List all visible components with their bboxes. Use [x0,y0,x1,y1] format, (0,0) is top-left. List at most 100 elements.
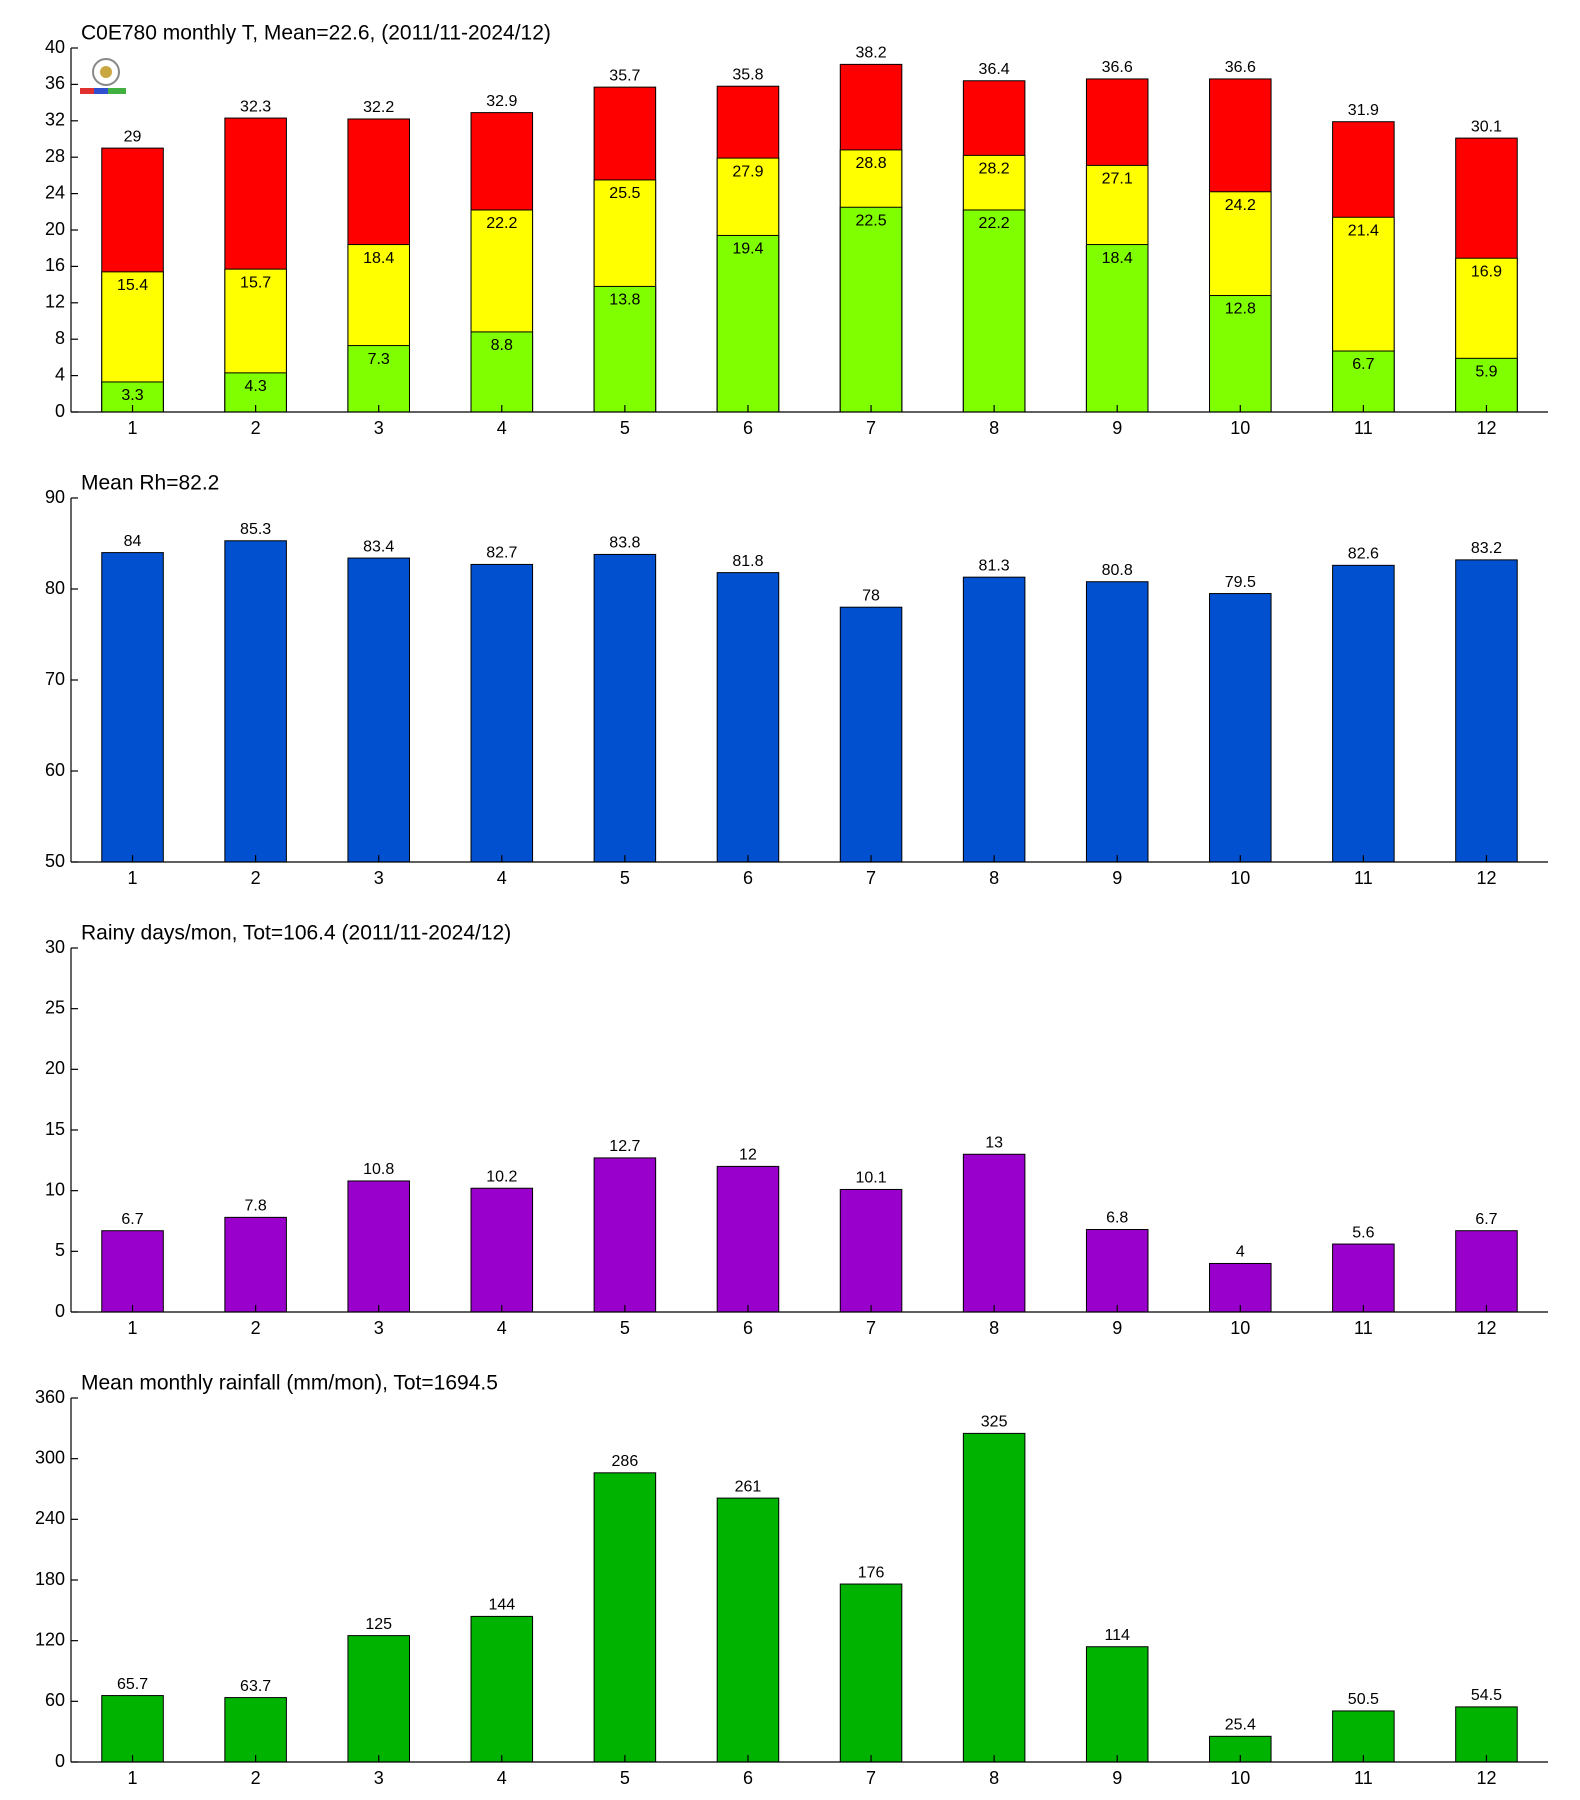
y-tick-label: 16 [45,255,65,275]
x-tick-label: 7 [866,418,876,438]
y-tick-label: 0 [55,1751,65,1771]
data-label: 22.5 [855,212,886,229]
data-label: 32.3 [240,98,271,115]
x-tick-label: 1 [128,868,138,888]
data-label: 6.7 [1475,1211,1497,1228]
x-tick-label: 2 [251,418,261,438]
data-label: 25.4 [1225,1717,1256,1734]
x-tick-label: 9 [1112,1318,1122,1338]
data-label: 286 [612,1453,639,1470]
data-label: 83.8 [609,535,640,552]
x-tick-label: 9 [1112,418,1122,438]
bar [347,345,410,413]
bar [101,1230,164,1313]
y-tick-label: 80 [45,578,65,598]
x-tick-label: 11 [1354,418,1373,438]
y-tick-label: 60 [45,1690,65,1710]
y-tick-label: 50 [45,851,65,871]
data-label: 10.2 [486,1168,517,1185]
bar [962,1432,1026,1763]
data-label: 8.8 [491,337,513,354]
data-label: 78 [862,587,880,604]
data-label: 30.1 [1471,118,1502,135]
bar [839,606,903,863]
y-tick-label: 24 [45,182,65,202]
data-label: 81.3 [979,557,1010,574]
data-label: 32.9 [486,93,517,110]
x-tick-label: 3 [374,868,384,888]
data-label: 35.8 [732,66,763,83]
x-tick-label: 8 [989,1768,999,1788]
data-label: 35.7 [609,67,640,84]
data-label: 31.9 [1348,102,1379,119]
data-label: 25.5 [609,185,640,202]
x-tick-label: 2 [251,1768,261,1788]
chart-title: Rainy days/mon, Tot=106.4 (2011/11-2024/… [81,922,511,945]
data-label: 82.7 [486,545,517,562]
bar [347,1180,410,1313]
data-label: 83.4 [363,538,394,555]
y-tick-label: 4 [55,364,65,384]
x-tick-label: 4 [497,1318,507,1338]
data-label: 18.4 [363,250,394,267]
y-tick-label: 180 [35,1569,65,1589]
bar [716,572,780,863]
bar [1085,1228,1149,1313]
data-label: 7.3 [368,351,390,368]
x-tick-label: 1 [128,418,138,438]
x-tick-label: 12 [1476,1768,1496,1788]
bar [839,1188,903,1313]
bar [839,206,903,413]
bar [1085,244,1149,413]
data-label: 36.6 [1225,59,1256,76]
data-label: 144 [488,1597,515,1614]
bar [1085,1646,1149,1763]
chart-title: Mean Rh=82.2 [81,472,219,495]
x-tick-label: 1 [128,1318,138,1338]
data-label: 83.2 [1471,540,1502,557]
x-tick-label: 8 [989,418,999,438]
data-label: 114 [1104,1627,1130,1644]
x-tick-label: 5 [620,1768,630,1788]
data-label: 125 [365,1616,392,1633]
data-label: 54.5 [1471,1687,1502,1704]
data-label: 19.4 [732,241,763,258]
bar [1209,1262,1272,1313]
bar [470,1187,534,1313]
y-tick-label: 10 [45,1179,65,1199]
bar [1085,581,1149,863]
data-label: 18.4 [1102,250,1133,267]
y-tick-label: 15 [45,1119,65,1139]
data-label: 6.7 [121,1211,143,1228]
data-label: 10.8 [363,1161,394,1178]
bar [593,1157,657,1313]
bar [470,1615,534,1763]
y-tick-label: 8 [55,328,65,348]
bar [593,1472,657,1763]
y-tick-label: 70 [45,669,65,689]
x-tick-label: 10 [1230,1768,1250,1788]
data-label: 13.8 [609,292,640,309]
y-tick-label: 5 [55,1240,65,1260]
data-label: 79.5 [1225,574,1256,591]
data-label: 29 [124,128,142,145]
x-tick-label: 6 [743,1768,753,1788]
x-tick-label: 11 [1354,1318,1373,1338]
bar [716,1497,780,1763]
x-tick-label: 4 [497,1768,507,1788]
data-label: 176 [858,1564,885,1581]
y-tick-label: 90 [45,487,65,507]
x-tick-label: 4 [497,418,507,438]
data-label: 325 [981,1414,1008,1431]
bar [1332,350,1395,413]
bar [470,331,534,413]
bar [1455,1230,1518,1313]
y-tick-label: 240 [35,1508,65,1528]
data-label: 5.9 [1475,364,1497,381]
bar [470,563,534,863]
y-tick-label: 20 [45,219,65,239]
bar [224,1697,287,1763]
bar [101,1695,164,1763]
bar [1455,357,1518,413]
